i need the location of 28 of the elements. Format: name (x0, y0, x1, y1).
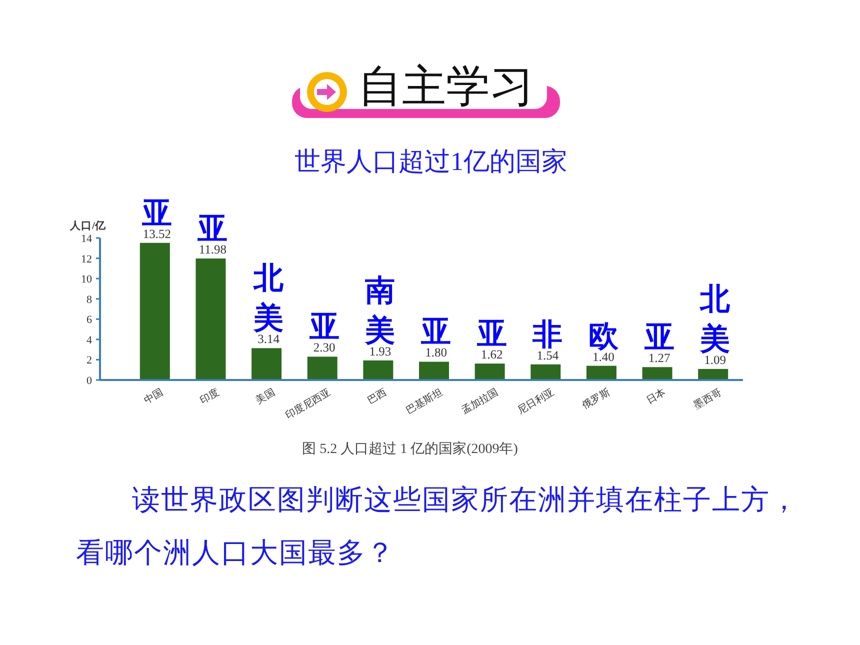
x-tick-label: 巴基斯坦 (404, 386, 444, 417)
data-label: 1.27 (648, 351, 670, 366)
y-tick-label: 6 (86, 314, 92, 326)
chart-title: 世界人口超过1亿的国家 (294, 147, 568, 176)
y-tick-label: 4 (86, 334, 92, 346)
x-tick-label: 墨西哥 (692, 387, 724, 412)
y-tick-label: 10 (81, 274, 92, 286)
x-tick-label: 巴西 (366, 387, 389, 407)
x-tick-label: 印度尼西亚 (284, 386, 333, 422)
text: 自主学习 (358, 61, 534, 112)
x-tick-label: 美国 (254, 386, 278, 407)
data-label: 1.62 (480, 348, 503, 362)
y-tick-label: 0 (86, 375, 92, 387)
x-tick-label: 日本 (644, 386, 668, 407)
x-tick-label: 中国 (142, 386, 166, 407)
data-label: 1.80 (425, 346, 447, 360)
y-tick-label: 14 (81, 233, 92, 245)
text: 读世界政区图判断这些国家所在洲并填在柱子上方，看哪个洲人口大国最多？ (76, 484, 800, 571)
y-tick-label: 8 (86, 294, 92, 306)
y-tick-label: 2 (86, 354, 92, 367)
x-tick-label: 尼日利亚 (515, 386, 556, 417)
caption: 图 5.2 人口超过 1 亿的国家(2009年) (302, 441, 518, 457)
y-axis-title: 人口/亿 (69, 220, 107, 232)
x-tick-label: 孟加拉国 (460, 386, 500, 417)
x-tick-label: 印度 (198, 386, 222, 407)
x-tick-label: 俄罗斯 (580, 386, 612, 412)
y-tick-label: 12 (81, 253, 92, 266)
data-label: 2.30 (313, 340, 336, 355)
